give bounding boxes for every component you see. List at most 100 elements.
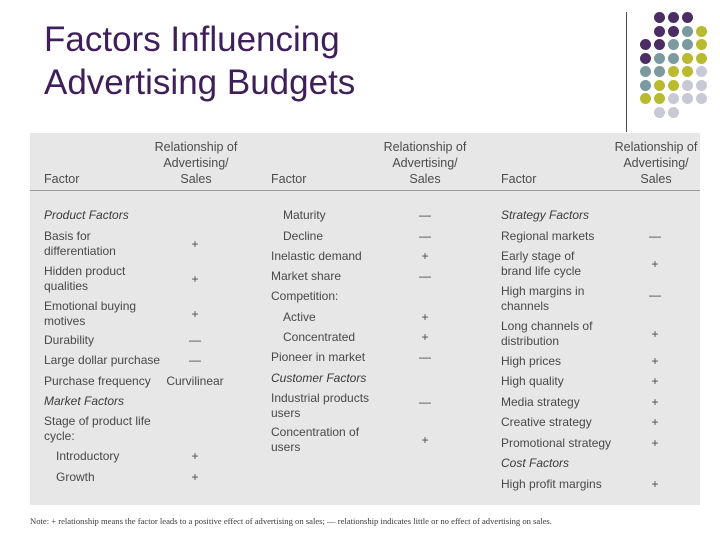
relationship-cell: + bbox=[191, 237, 199, 251]
factor-cell: Long channels of distribution bbox=[501, 319, 593, 348]
relationship-cell: + bbox=[421, 330, 429, 344]
column-header-relationship-3: Relationship of Advertising/ Sales bbox=[614, 140, 698, 186]
relationship-cell: + bbox=[421, 249, 429, 263]
factor-cell: Pioneer in market bbox=[271, 350, 366, 364]
decorative-dot bbox=[640, 93, 651, 104]
relationship-cell: + bbox=[421, 433, 429, 447]
decorative-dot bbox=[682, 12, 693, 23]
relationship-cell: + bbox=[191, 307, 199, 321]
relationship-cell: — bbox=[419, 350, 431, 364]
decorative-dot bbox=[668, 106, 679, 118]
section-heading: Product Factors bbox=[44, 208, 129, 222]
factor-cell: Introductory bbox=[56, 449, 120, 463]
decorative-dot bbox=[668, 25, 679, 37]
decorative-dot bbox=[654, 12, 665, 23]
factor-cell: Active bbox=[283, 310, 316, 324]
factor-cell: Durability bbox=[44, 333, 95, 347]
factor-cell: Purchase frequency bbox=[44, 374, 151, 388]
relationship-cell: — bbox=[649, 288, 661, 302]
header-divider bbox=[30, 190, 700, 191]
factor-cell: Media strategy bbox=[501, 395, 580, 409]
decorative-dot bbox=[682, 39, 693, 50]
decorative-dot bbox=[696, 52, 707, 64]
decorative-dot-grid bbox=[640, 12, 718, 122]
decorative-dot bbox=[668, 93, 679, 104]
factor-cell: Concentrated bbox=[283, 330, 356, 344]
column-header-factor-3: Factor bbox=[501, 172, 537, 186]
decorative-dot bbox=[668, 39, 679, 50]
factor-cell: Industrial products users bbox=[271, 391, 370, 420]
slide-title-line-2: Advertising Budgets bbox=[44, 63, 356, 102]
relationship-cell: + bbox=[191, 470, 199, 484]
relationship-cell: + bbox=[191, 449, 199, 463]
decorative-dot bbox=[654, 79, 665, 91]
decorative-dot bbox=[682, 25, 693, 37]
factor-cell: Concentration of users bbox=[271, 425, 360, 454]
relationship-cell: + bbox=[651, 354, 659, 368]
column-header-factor-1: Factor bbox=[44, 172, 80, 186]
decorative-dot bbox=[682, 66, 693, 77]
section-heading: Market Factors bbox=[44, 394, 125, 408]
relationship-cell: + bbox=[191, 272, 199, 286]
relationship-cell: + bbox=[651, 374, 659, 388]
factor-cell: Stage of product life cycle: bbox=[44, 414, 151, 443]
decorative-dot bbox=[696, 79, 707, 91]
relationship-cell: — bbox=[189, 333, 201, 347]
decorative-dot bbox=[640, 66, 651, 77]
factor-cell: Competition: bbox=[271, 289, 339, 303]
decorative-dot bbox=[696, 93, 707, 104]
relationship-cell: + bbox=[651, 327, 659, 341]
relationship-cell: + bbox=[651, 477, 659, 491]
decorative-dot bbox=[654, 93, 665, 104]
factor-cell: Maturity bbox=[283, 208, 326, 222]
decorative-dot bbox=[640, 39, 651, 50]
relationship-cell: + bbox=[651, 415, 659, 429]
decorative-dot bbox=[696, 39, 707, 50]
relationship-cell: — bbox=[419, 229, 431, 243]
relationship-cell: — bbox=[649, 229, 661, 243]
column-header-factor-2: Factor bbox=[271, 172, 307, 186]
decorative-dot bbox=[654, 25, 665, 37]
decorative-dot bbox=[640, 79, 651, 91]
factor-cell: High quality bbox=[501, 374, 564, 388]
relationship-cell: — bbox=[419, 395, 431, 409]
section-heading: Customer Factors bbox=[271, 371, 367, 385]
factor-cell: Inelastic demand bbox=[271, 249, 362, 263]
decorative-dot bbox=[682, 52, 693, 64]
decorative-dot bbox=[668, 79, 679, 91]
relationship-cell: + bbox=[421, 310, 429, 324]
column-header-relationship-1: Relationship of Advertising/ Sales bbox=[154, 140, 238, 186]
decorative-dot bbox=[654, 39, 665, 50]
factor-cell: Emotional buying motives bbox=[44, 299, 137, 328]
decorative-dot bbox=[654, 106, 665, 118]
decorative-dot bbox=[668, 52, 679, 64]
factor-cell: Promotional strategy bbox=[501, 436, 612, 450]
relationship-cell: — bbox=[419, 208, 431, 222]
decorative-dot bbox=[668, 66, 679, 77]
factor-cell: Large dollar purchase bbox=[44, 353, 161, 367]
section-heading: Cost Factors bbox=[501, 456, 570, 470]
factor-cell: High margins in channels bbox=[501, 284, 585, 313]
section-heading: Strategy Factors bbox=[501, 208, 590, 222]
relationship-cell: — bbox=[419, 269, 431, 283]
factor-cell: Regional markets bbox=[501, 229, 595, 243]
relationship-cell: + bbox=[651, 436, 659, 450]
factor-cell: Hidden product qualities bbox=[44, 264, 126, 293]
factor-cell: Market share bbox=[271, 269, 342, 283]
decorative-divider bbox=[626, 12, 627, 132]
factor-cell: High prices bbox=[501, 354, 562, 368]
decorative-dot bbox=[682, 79, 693, 91]
decorative-dot bbox=[682, 93, 693, 104]
decorative-dot bbox=[668, 12, 679, 23]
factor-cell: High profit margins bbox=[501, 477, 602, 491]
relationship-cell: + bbox=[651, 395, 659, 409]
decorative-dot bbox=[654, 66, 665, 77]
decorative-dot bbox=[640, 52, 651, 64]
column-header-relationship-2: Relationship of Advertising/ Sales bbox=[383, 140, 467, 186]
relationship-cell: + bbox=[651, 257, 659, 271]
relationship-cell: — bbox=[189, 353, 201, 367]
relationship-cell: Curvilinear bbox=[166, 374, 224, 388]
factors-table-image: Factor Relationship of Advertising/ Sale… bbox=[30, 133, 700, 505]
factor-cell: Early stage of brand life cycle bbox=[501, 249, 582, 278]
factor-cell: Creative strategy bbox=[501, 415, 592, 429]
